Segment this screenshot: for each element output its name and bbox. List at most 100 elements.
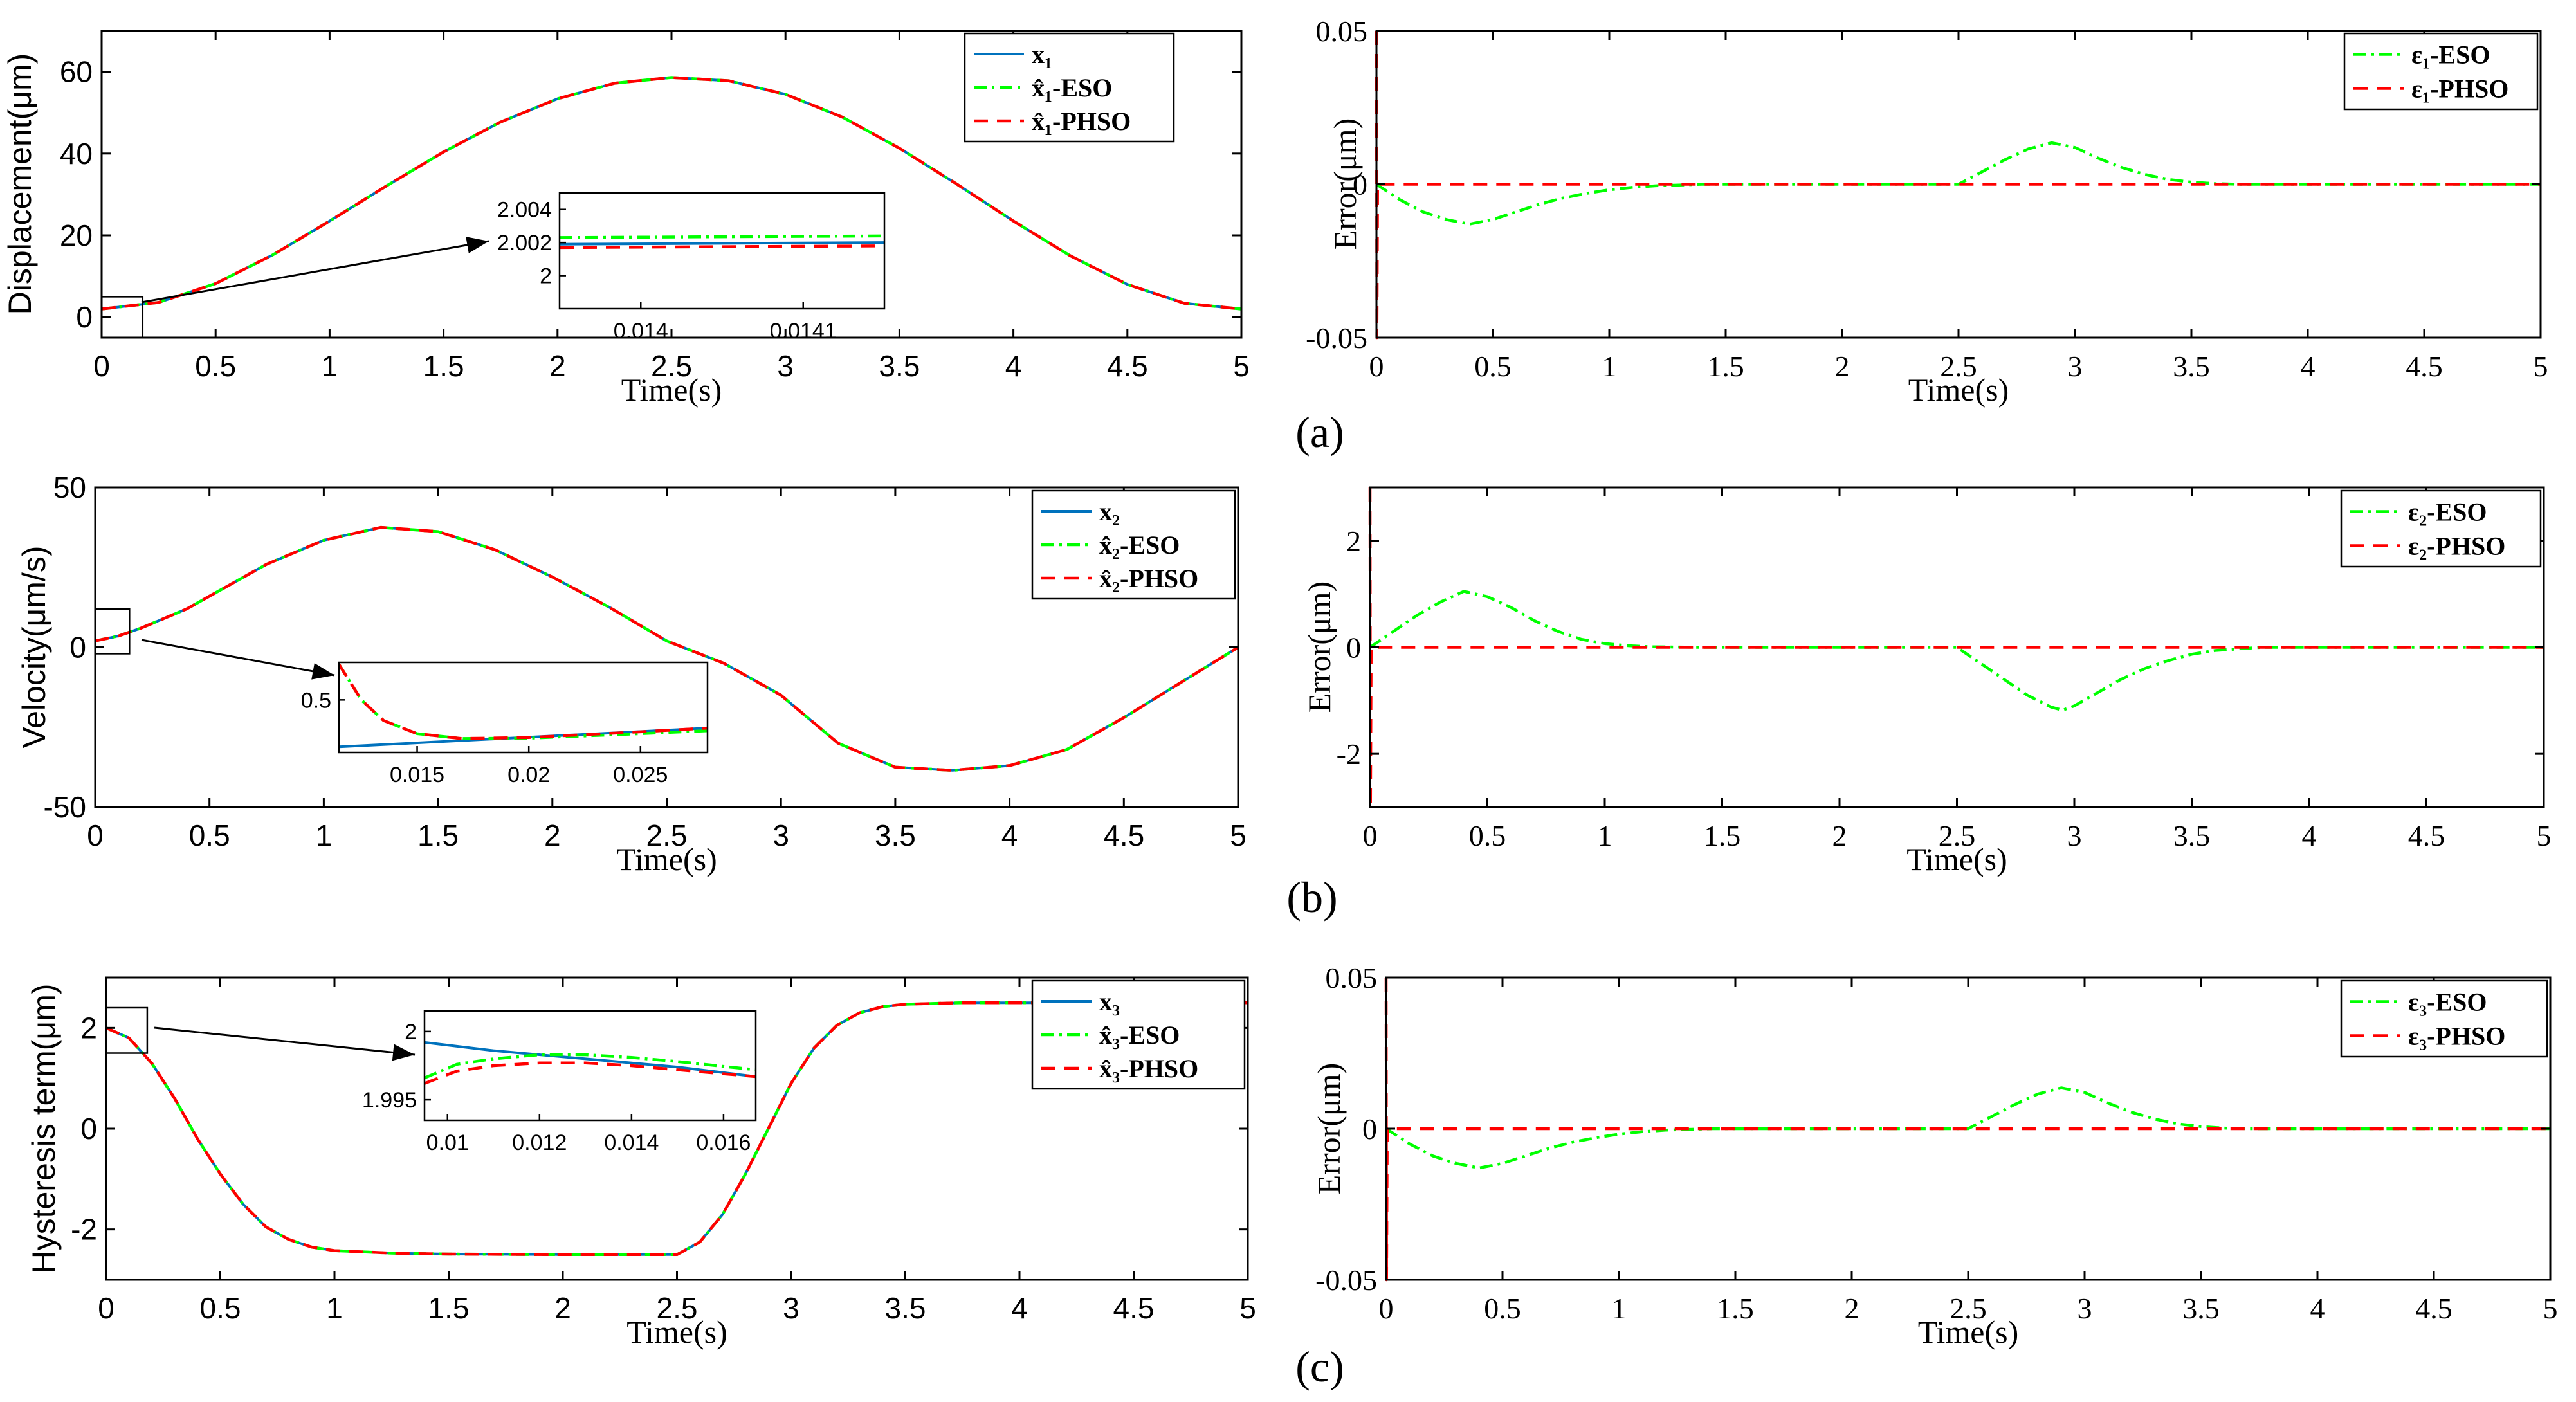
x-tick-label: 4.5 xyxy=(1113,1291,1155,1325)
inset-y-tick-label: 2 xyxy=(405,1020,417,1044)
x-tick-label: 3.5 xyxy=(2173,350,2210,383)
x-tick-label: 3 xyxy=(772,819,789,852)
x-tick-label: 3.5 xyxy=(2182,1292,2220,1325)
x-tick-label: 3 xyxy=(2067,819,2082,852)
inset-y-tick-label: 2 xyxy=(540,264,552,289)
legend-label-2: ε₁-PHSO xyxy=(2411,75,2508,104)
x-tick-label: 2 xyxy=(554,1291,571,1325)
y-axis-label: Velocity(μm/s) xyxy=(16,546,52,749)
x-axis-label: Time(s) xyxy=(1918,1314,2019,1350)
legend-label-1: x₂ xyxy=(1099,497,1120,526)
x-tick-label: 0 xyxy=(98,1291,114,1325)
series-line-2 xyxy=(101,76,1242,311)
x-tick-label: 3 xyxy=(2078,1292,2092,1325)
x-tick-label: 0.5 xyxy=(200,1291,241,1325)
inset-line-3 xyxy=(339,663,708,740)
inset-x-tick-label: 0.025 xyxy=(613,763,668,787)
x-tick-label: 2.5 xyxy=(1950,1292,1987,1325)
legend: ε₁-ESO ε₁-PHSO xyxy=(2343,32,2539,111)
inset-line-2 xyxy=(425,1053,756,1080)
y-axis-label: Error(μm) xyxy=(1301,581,1337,713)
legend-label-2: x̂₁-ESO xyxy=(1032,73,1112,102)
x-tick-label: 4 xyxy=(2310,1292,2325,1325)
x-tick-label: 1 xyxy=(322,349,338,383)
zoom-box xyxy=(100,296,144,339)
legend-label-3: x̂₁-PHSO xyxy=(1032,107,1131,136)
legend: x₁ x̂₁-ESO x̂₁-PHSO xyxy=(964,32,1175,143)
x-tick-label: 4 xyxy=(2301,350,2316,383)
zoom-arrow-line xyxy=(141,240,489,304)
x-tick-label: 0 xyxy=(1369,350,1384,383)
legend-label-1: x₃ xyxy=(1099,987,1120,1016)
inset-x-tick-label: 0.014 xyxy=(614,319,668,343)
y-axis-label: Error(μm) xyxy=(1311,1063,1347,1195)
inset-x-tick-label: 0.015 xyxy=(390,763,444,787)
y-tick-label: 2 xyxy=(80,1011,97,1044)
zoom-box xyxy=(105,1006,149,1054)
inset-x-tick-label: 0.02 xyxy=(507,763,550,787)
x-axis-label: Time(s) xyxy=(1908,372,2009,408)
inset-series xyxy=(425,1041,756,1085)
x-tick-label: 4 xyxy=(1005,349,1022,383)
x-axis-label: Time(s) xyxy=(626,1314,727,1350)
y-tick-label: 0.05 xyxy=(1326,961,1378,994)
x-tick-label: 5 xyxy=(1230,819,1247,852)
x-tick-label: 2.5 xyxy=(1939,819,1976,852)
inset: 0.015 0.02 0.025 0.5 xyxy=(301,661,709,787)
y-tick-label: 0 xyxy=(69,631,86,664)
x-tick-label: 2.5 xyxy=(657,1291,698,1325)
y-tick-label: -50 xyxy=(44,790,86,824)
legend: ε₂-ESO ε₂-PHSO xyxy=(2340,489,2542,568)
chart-a-left: 0 0.5 1 1.5 2 2.5 3 3.5 4 4.5 5 0 20 40 60 Time(s) Displ… xyxy=(2,30,1250,408)
legend-label-3: x̂₃-PHSO xyxy=(1099,1054,1198,1083)
x-tick-label: 2 xyxy=(1845,1292,1859,1325)
x-tick-label: 1 xyxy=(1602,350,1617,383)
inset-line-1 xyxy=(425,1041,756,1078)
x-tick-label: 4.5 xyxy=(2406,350,2443,383)
chart-b-right: 0 0.5 1 1.5 2 2.5 3 3.5 4 4.5 5 -2 0 2 Time(s) Error(μm… xyxy=(1301,486,2552,877)
x-tick-label: 4 xyxy=(1001,819,1018,852)
legend-label-1: ε₁-ESO xyxy=(2411,41,2490,69)
x-tick-label: 2.5 xyxy=(651,349,692,383)
x-tick-label: 0 xyxy=(87,819,104,852)
inset: 0.014 0.0141 2 2.002 2.004 xyxy=(497,192,886,343)
x-tick-label: 1.5 xyxy=(423,349,464,383)
chart-b-left: 0 0.5 1 1.5 2 2.5 3 3.5 4 4.5 5-50050Time(s)Veloci… xyxy=(16,471,1247,877)
x-axis-label: Time(s) xyxy=(621,372,722,408)
legend: ε₃-ESO ε₃-PHSO xyxy=(2340,979,2548,1058)
inset-background xyxy=(425,1011,756,1120)
y-axis-label: Hysteresis term(μm) xyxy=(26,983,62,1273)
y-tick-label: -0.05 xyxy=(1315,1264,1377,1297)
legend-label-2: ε₂-PHSO xyxy=(2408,532,2505,561)
inset-x-tick-label: 0.016 xyxy=(696,1131,751,1155)
x-tick-label: 5 xyxy=(2543,1292,2558,1325)
series-line-3 xyxy=(101,76,1242,311)
panel-label-c: (c) xyxy=(1295,1342,1344,1391)
series-line-3 xyxy=(105,1001,1248,1257)
y-tick-label: 2 xyxy=(1346,525,1361,558)
legend-label-2: x̂₂-ESO xyxy=(1099,531,1180,560)
zoom-arrow-line xyxy=(154,1026,416,1056)
x-tick-label: 3 xyxy=(783,1291,799,1325)
y-tick-label: 0 xyxy=(1362,1113,1377,1145)
x-tick-label: 4.5 xyxy=(1103,819,1144,852)
inset-x-tick-label: 0.0141 xyxy=(770,319,837,343)
x-tick-label: 4 xyxy=(2302,819,2317,852)
x-tick-label: 4 xyxy=(1011,1291,1028,1325)
x-tick-label: 4.5 xyxy=(1107,349,1148,383)
y-tick-label: 0 xyxy=(1353,168,1367,201)
x-tick-label: 3 xyxy=(2068,350,2083,383)
x-tick-label: 2.5 xyxy=(646,819,688,852)
y-tick-label: 50 xyxy=(53,471,86,504)
legend: x₂ x̂₂-ESO x̂₂-PHSO xyxy=(1031,489,1236,600)
y-tick-label: -0.05 xyxy=(1306,322,1367,354)
chart-a-right: 0 0.5 1 1.5 2 2.5 3 3.5 4 4.5 5-0.0500.05Time(s)Er… xyxy=(1306,15,2548,408)
legend-box xyxy=(2343,32,2539,111)
x-tick-label: 2 xyxy=(544,819,561,852)
legend-label-3: x̂₂-PHSO xyxy=(1099,564,1198,593)
x-tick-label: 4.5 xyxy=(2408,819,2445,852)
y-tick-label: 20 xyxy=(60,219,93,252)
x-tick-label: 0.5 xyxy=(1469,819,1506,852)
y-tick-label: -2 xyxy=(71,1213,97,1246)
inset-y-tick-label: 0.5 xyxy=(301,688,331,713)
